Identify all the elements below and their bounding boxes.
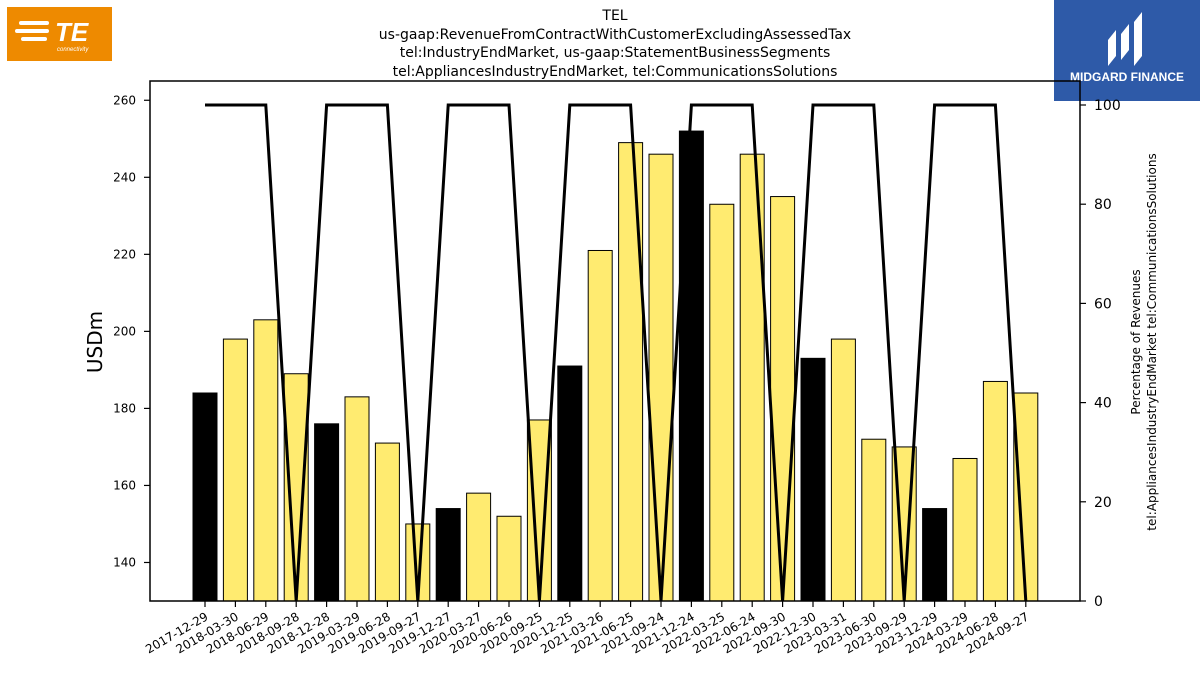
bar-2019-12-27 (435, 508, 461, 602)
bar-2024-03-29 (952, 457, 978, 602)
svg-text:TE: TE (55, 17, 89, 47)
bar-2018-12-28 (314, 423, 340, 602)
chart-title-block: TEL us-gaap:RevenueFromContractWithCusto… (300, 7, 930, 81)
y-axis-right: 0 20 40 60 80 100 (1080, 98, 1121, 610)
bar-2022-09-30 (770, 196, 796, 602)
y2-tick-label-0: 0 (1094, 594, 1103, 610)
bar-2019-03-29 (344, 396, 370, 602)
y-axis-label: USDm (83, 311, 107, 373)
y-tick-label-200: 200 (113, 324, 136, 338)
chart-subtitle-2: tel:IndustryEndMarket, us-gaap:Statement… (399, 45, 831, 61)
y2-tick-label-20: 20 (1094, 495, 1112, 511)
y-tick-label-260: 260 (113, 93, 136, 107)
y-axis-left: 140 160 180 200 220 240 260 (113, 93, 150, 569)
bar-2017-12-29 (192, 392, 218, 602)
bar-2021-06-25 (618, 142, 644, 602)
y2-tick-label-80: 80 (1094, 197, 1112, 213)
bar-2023-06-30 (861, 438, 887, 602)
bar-2019-06-28 (374, 442, 400, 602)
chart-subtitle-1: us-gaap:RevenueFromContractWithCustomerE… (378, 26, 852, 43)
plot-frame (149, 80, 1081, 602)
y2-axis-label-line-2: tel:AppliancesIndustryEndMarket tel:Comm… (1145, 153, 1159, 530)
chart-title: TEL (602, 8, 628, 24)
bar-2020-06-26 (496, 515, 522, 602)
bar-2021-12-24 (678, 130, 704, 602)
chart-subtitle-3: tel:AppliancesIndustryEndMarket, tel:Com… (392, 63, 838, 80)
bar-2020-03-27 (466, 492, 492, 602)
bar-2022-03-25 (709, 203, 735, 602)
x-axis: 2017-12-292018-03-302018-06-292018-09-28… (143, 601, 1031, 656)
bar-2021-09-24 (648, 153, 674, 602)
y2-tick-label-40: 40 (1094, 396, 1112, 412)
bar-2018-06-29 (253, 319, 279, 602)
bar-2023-03-31 (830, 338, 856, 602)
svg-text:MIDGARD FINANCE: MIDGARD FINANCE (1070, 70, 1184, 84)
y-tick-label-160: 160 (113, 478, 136, 492)
te-connectivity-logo: TE connectivity (7, 7, 112, 61)
midgard-finance-logo: MIDGARD FINANCE (1054, 0, 1200, 101)
bar-series (192, 130, 1039, 602)
percentage-line-series (205, 103, 1028, 602)
y-tick-label-180: 180 (113, 401, 136, 415)
bar-2024-09-27 (1013, 392, 1039, 602)
y-tick-label-220: 220 (113, 247, 136, 261)
percentage-line (205, 103, 1028, 602)
y2-axis-label-line-1: Percentage of Revenues (1129, 269, 1143, 414)
y2-tick-label-100: 100 (1094, 98, 1121, 114)
y-tick-label-140: 140 (113, 555, 136, 569)
y2-tick-label-60: 60 (1094, 296, 1112, 312)
bar-2020-12-25 (557, 365, 583, 602)
y-tick-label-240: 240 (113, 170, 136, 184)
bar-2023-12-29 (922, 508, 948, 602)
bar-2022-06-24 (739, 153, 765, 602)
svg-text:connectivity: connectivity (57, 47, 89, 53)
bar-2018-03-30 (222, 338, 248, 602)
bar-2022-12-30 (800, 357, 826, 602)
bar-2024-06-28 (982, 380, 1008, 602)
bar-2021-03-26 (587, 249, 613, 602)
